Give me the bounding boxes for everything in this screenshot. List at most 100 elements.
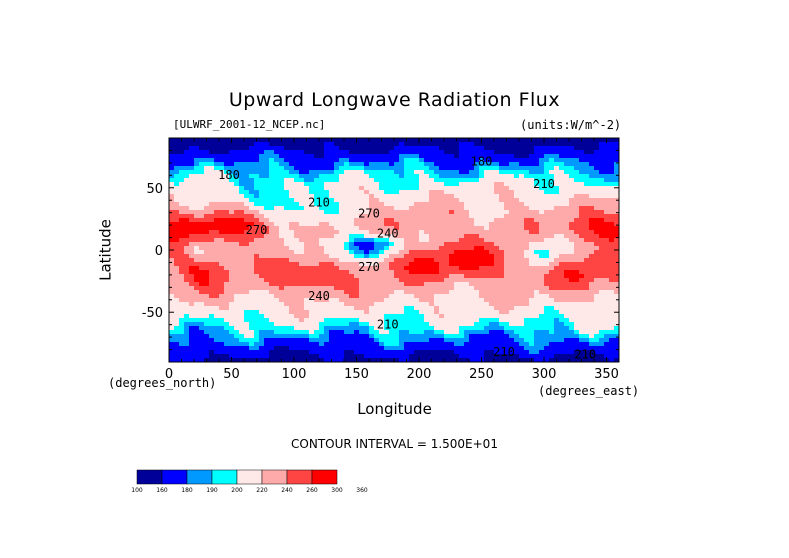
heatmap-cell: [254, 310, 259, 314]
heatmap-cell: [394, 306, 399, 310]
heatmap-cell: [594, 266, 599, 270]
heatmap-cell: [304, 234, 309, 238]
heatmap-cell: [594, 214, 599, 218]
heatmap-cell: [424, 202, 429, 206]
heatmap-cell: [589, 194, 594, 198]
heatmap-cell: [524, 254, 529, 258]
heatmap-cell: [214, 258, 219, 262]
heatmap-cell: [229, 206, 234, 210]
heatmap-cell: [274, 306, 279, 310]
heatmap-cell: [549, 150, 554, 154]
heatmap-cell: [414, 154, 419, 158]
heatmap-cell: [574, 162, 579, 166]
heatmap-cell: [269, 190, 274, 194]
heatmap-cell: [554, 250, 559, 254]
heatmap-cell: [464, 310, 469, 314]
heatmap-cell: [299, 222, 304, 226]
heatmap-cell: [434, 214, 439, 218]
heatmap-cell: [574, 310, 579, 314]
heatmap-cell: [189, 346, 194, 350]
heatmap-cell: [194, 198, 199, 202]
heatmap-cell: [479, 326, 484, 330]
heatmap-cell: [424, 154, 429, 158]
heatmap-cell: [564, 258, 569, 262]
heatmap-cell: [544, 214, 549, 218]
heatmap-cell: [594, 190, 599, 194]
heatmap-cell: [309, 238, 314, 242]
heatmap-cell: [214, 186, 219, 190]
heatmap-cell: [594, 222, 599, 226]
heatmap-cell: [264, 162, 269, 166]
heatmap-cell: [199, 290, 204, 294]
heatmap-cell: [459, 210, 464, 214]
heatmap-cell: [184, 158, 189, 162]
heatmap-cell: [439, 198, 444, 202]
heatmap-cell: [334, 230, 339, 234]
heatmap-cell: [279, 146, 284, 150]
heatmap-cell: [234, 174, 239, 178]
heatmap-cell: [489, 334, 494, 338]
heatmap-cell: [309, 302, 314, 306]
heatmap-cell: [514, 306, 519, 310]
heatmap-cell: [574, 174, 579, 178]
heatmap-cell: [554, 338, 559, 342]
heatmap-cell: [439, 282, 444, 286]
heatmap-cell: [609, 206, 614, 210]
heatmap-cell: [194, 190, 199, 194]
heatmap-cell: [474, 290, 479, 294]
heatmap-cell: [519, 234, 524, 238]
heatmap-cell: [359, 290, 364, 294]
heatmap-cell: [494, 346, 499, 350]
heatmap-cell: [389, 150, 394, 154]
heatmap-cell: [299, 150, 304, 154]
heatmap-cell: [274, 146, 279, 150]
heatmap-cell: [549, 182, 554, 186]
heatmap-cell: [324, 350, 329, 354]
heatmap-cell: [169, 202, 174, 206]
heatmap-cell: [529, 226, 534, 230]
heatmap-cell: [484, 290, 489, 294]
heatmap-cell: [174, 174, 179, 178]
heatmap-cell: [469, 190, 474, 194]
heatmap-cell: [389, 190, 394, 194]
heatmap-cell: [559, 202, 564, 206]
heatmap-cell: [414, 186, 419, 190]
heatmap-cell: [259, 146, 264, 150]
heatmap-cell: [549, 202, 554, 206]
heatmap-cell: [604, 234, 609, 238]
heatmap-cell: [239, 170, 244, 174]
heatmap-cell: [539, 270, 544, 274]
heatmap-cell: [229, 166, 234, 170]
heatmap-cell: [604, 178, 609, 182]
heatmap-cell: [504, 234, 509, 238]
heatmap-cell: [569, 190, 574, 194]
heatmap-cell: [579, 178, 584, 182]
heatmap-cell: [369, 278, 374, 282]
heatmap-cell: [289, 254, 294, 258]
heatmap-cell: [269, 218, 274, 222]
heatmap-cell: [494, 190, 499, 194]
heatmap-cell: [189, 318, 194, 322]
heatmap-cell: [174, 322, 179, 326]
heatmap-cell: [404, 214, 409, 218]
heatmap-cell: [379, 162, 384, 166]
heatmap-cell: [229, 338, 234, 342]
heatmap-cell: [184, 262, 189, 266]
heatmap-cell: [444, 182, 449, 186]
heatmap-cell: [594, 262, 599, 266]
heatmap-cell: [384, 182, 389, 186]
heatmap-cell: [299, 342, 304, 346]
heatmap-cell: [169, 338, 174, 342]
heatmap-cell: [524, 338, 529, 342]
heatmap-cell: [514, 154, 519, 158]
heatmap-cell: [214, 334, 219, 338]
heatmap-cell: [304, 150, 309, 154]
heatmap-cell: [309, 262, 314, 266]
heatmap-cell: [399, 254, 404, 258]
heatmap-cell: [374, 338, 379, 342]
heatmap-cell: [314, 230, 319, 234]
heatmap-cell: [544, 198, 549, 202]
heatmap-cell: [344, 202, 349, 206]
heatmap-cell: [209, 306, 214, 310]
heatmap-cell: [504, 238, 509, 242]
